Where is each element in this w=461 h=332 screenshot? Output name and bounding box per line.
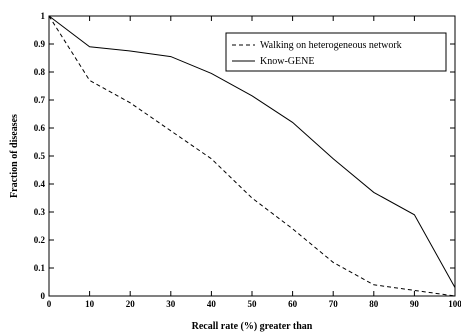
x-tick-label: 80 <box>369 299 379 309</box>
x-tick-label: 60 <box>288 299 298 309</box>
y-tick-label: 0.6 <box>34 123 46 133</box>
legend-box <box>225 32 447 72</box>
axis-ticks <box>48 15 456 297</box>
x-tick-label: 50 <box>248 299 258 309</box>
legend: Walking on heterogeneous network Know-GE… <box>225 32 447 72</box>
x-tick-label: 100 <box>448 299 461 309</box>
x-tick-label: 90 <box>410 299 420 309</box>
x-tick-label: 10 <box>85 299 95 309</box>
y-tick-label: 0.1 <box>34 263 46 273</box>
legend-label-walking: Walking on heterogeneous network <box>260 40 402 51</box>
y-tick-label: 0.8 <box>34 67 46 77</box>
series-lines <box>48 15 456 297</box>
x-tick-label: 0 <box>47 299 52 309</box>
y-tick-label: 0.7 <box>34 95 46 105</box>
y-tick-label: 0.9 <box>34 39 46 49</box>
y-tick-label: 0 <box>41 291 46 301</box>
series-line-walking <box>48 15 456 297</box>
y-tick-label: 0.2 <box>34 235 46 245</box>
y-tick-label: 0.3 <box>34 207 46 217</box>
y-tick-labels: 0 0.1 0.2 0.3 0.4 0.5 0.6 0.7 0.8 0.9 1 <box>34 11 46 301</box>
y-axis-label: Fraction of diseases <box>9 114 20 198</box>
series-line-know-gene <box>48 15 456 288</box>
x-tick-labels: 0 10 20 30 40 50 60 70 80 90 100 <box>47 299 461 309</box>
y-tick-label: 0.4 <box>34 179 46 189</box>
x-tick-label: 40 <box>207 299 217 309</box>
x-tick-label: 20 <box>126 299 136 309</box>
x-tick-label: 70 <box>329 299 339 309</box>
x-tick-label: 30 <box>166 299 176 309</box>
legend-label-know-gene: Know-GENE <box>260 56 314 67</box>
y-tick-label: 0.5 <box>34 151 46 161</box>
x-axis-label: Recall rate (%) greater than <box>192 321 313 332</box>
y-tick-label: 1 <box>41 11 46 21</box>
